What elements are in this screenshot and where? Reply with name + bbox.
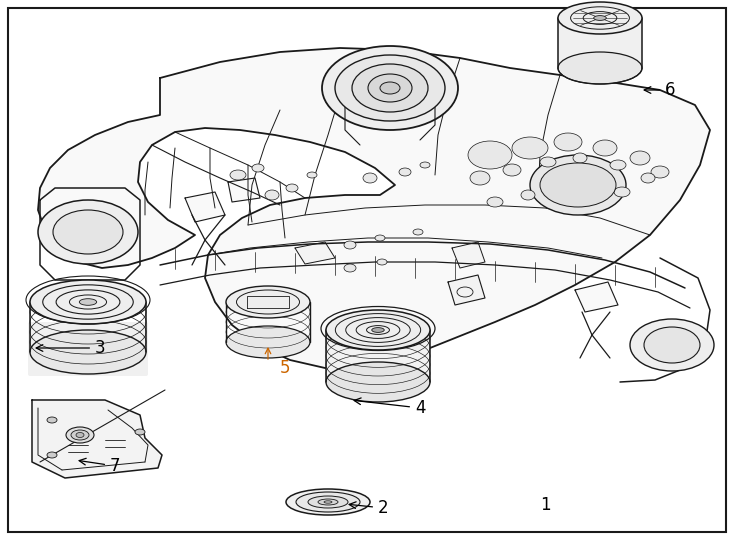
Ellipse shape bbox=[512, 137, 548, 159]
Ellipse shape bbox=[554, 133, 582, 151]
Ellipse shape bbox=[30, 330, 146, 374]
Text: 2: 2 bbox=[349, 499, 388, 517]
Ellipse shape bbox=[368, 74, 412, 102]
Text: 1: 1 bbox=[539, 496, 550, 514]
Ellipse shape bbox=[558, 52, 642, 84]
Ellipse shape bbox=[344, 264, 356, 272]
Ellipse shape bbox=[296, 492, 360, 512]
Polygon shape bbox=[38, 48, 710, 368]
FancyBboxPatch shape bbox=[28, 322, 148, 376]
Ellipse shape bbox=[413, 229, 423, 235]
Ellipse shape bbox=[594, 16, 606, 21]
Ellipse shape bbox=[651, 166, 669, 178]
Ellipse shape bbox=[614, 187, 630, 197]
Polygon shape bbox=[185, 192, 225, 222]
Ellipse shape bbox=[252, 164, 264, 172]
Ellipse shape bbox=[135, 429, 145, 435]
FancyBboxPatch shape bbox=[558, 18, 642, 68]
Ellipse shape bbox=[363, 173, 377, 183]
Polygon shape bbox=[295, 242, 335, 264]
Ellipse shape bbox=[308, 496, 348, 508]
Ellipse shape bbox=[335, 55, 445, 121]
Text: 5: 5 bbox=[280, 359, 291, 377]
Ellipse shape bbox=[226, 286, 310, 318]
Ellipse shape bbox=[226, 326, 310, 358]
Ellipse shape bbox=[630, 151, 650, 165]
Ellipse shape bbox=[326, 310, 430, 350]
Polygon shape bbox=[228, 178, 260, 202]
Polygon shape bbox=[452, 242, 485, 268]
Ellipse shape bbox=[641, 173, 655, 183]
Ellipse shape bbox=[554, 183, 570, 193]
Text: 7: 7 bbox=[79, 457, 120, 475]
Ellipse shape bbox=[318, 499, 338, 505]
Ellipse shape bbox=[530, 155, 626, 215]
Ellipse shape bbox=[53, 210, 123, 254]
Ellipse shape bbox=[503, 164, 521, 176]
Text: 6: 6 bbox=[644, 81, 675, 99]
Ellipse shape bbox=[420, 162, 430, 168]
Ellipse shape bbox=[326, 362, 430, 402]
Ellipse shape bbox=[322, 46, 458, 130]
Ellipse shape bbox=[399, 168, 411, 176]
Ellipse shape bbox=[265, 190, 279, 200]
Polygon shape bbox=[32, 400, 162, 478]
Ellipse shape bbox=[371, 328, 384, 333]
Ellipse shape bbox=[66, 427, 94, 443]
Ellipse shape bbox=[352, 64, 428, 112]
Ellipse shape bbox=[558, 2, 642, 34]
Ellipse shape bbox=[468, 141, 512, 169]
Ellipse shape bbox=[593, 140, 617, 156]
Text: 4: 4 bbox=[354, 398, 426, 417]
Polygon shape bbox=[448, 275, 485, 305]
Polygon shape bbox=[575, 282, 618, 312]
Ellipse shape bbox=[375, 235, 385, 241]
Ellipse shape bbox=[307, 172, 317, 178]
Ellipse shape bbox=[71, 430, 89, 440]
Ellipse shape bbox=[344, 241, 356, 249]
Ellipse shape bbox=[610, 160, 626, 170]
Ellipse shape bbox=[286, 184, 298, 192]
Ellipse shape bbox=[230, 170, 246, 180]
Ellipse shape bbox=[540, 157, 556, 167]
Ellipse shape bbox=[47, 417, 57, 423]
FancyBboxPatch shape bbox=[326, 330, 430, 382]
Ellipse shape bbox=[377, 259, 387, 265]
Text: 3: 3 bbox=[36, 339, 106, 357]
Ellipse shape bbox=[630, 319, 714, 371]
Ellipse shape bbox=[79, 299, 97, 305]
Ellipse shape bbox=[324, 501, 332, 503]
Ellipse shape bbox=[47, 452, 57, 458]
Ellipse shape bbox=[76, 433, 84, 437]
Ellipse shape bbox=[38, 200, 138, 264]
Ellipse shape bbox=[588, 177, 602, 187]
Ellipse shape bbox=[380, 82, 400, 94]
Ellipse shape bbox=[470, 171, 490, 185]
Ellipse shape bbox=[487, 197, 503, 207]
Ellipse shape bbox=[521, 190, 535, 200]
Ellipse shape bbox=[540, 163, 616, 207]
Ellipse shape bbox=[573, 153, 587, 163]
Ellipse shape bbox=[286, 489, 370, 515]
Ellipse shape bbox=[644, 327, 700, 363]
Ellipse shape bbox=[30, 280, 146, 324]
